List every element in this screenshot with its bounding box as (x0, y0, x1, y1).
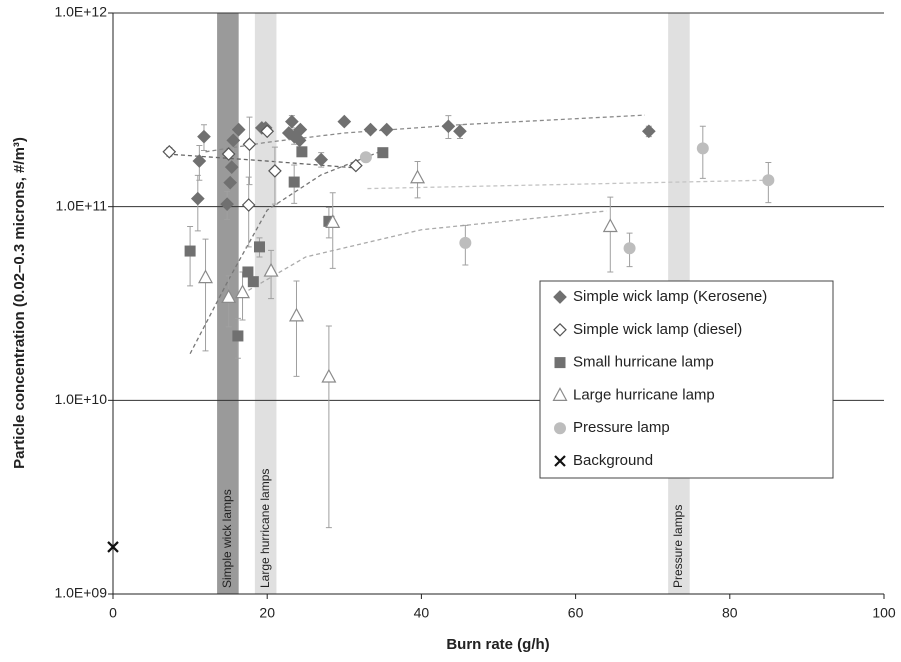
point (268, 164, 282, 178)
point (260, 124, 275, 139)
point (221, 289, 237, 304)
point (359, 151, 372, 164)
point (223, 175, 238, 190)
y-axis-label: Particle concentration (0.02–0.3 microns… (11, 137, 28, 469)
point (379, 122, 394, 137)
x-tick-label: 20 (259, 605, 275, 621)
point (762, 174, 775, 187)
point (296, 146, 308, 158)
point (198, 269, 214, 284)
point (232, 330, 244, 342)
point (231, 122, 246, 137)
point (321, 368, 337, 383)
trendline (367, 179, 769, 190)
point (459, 236, 472, 249)
legend-marker (553, 322, 567, 337)
point (247, 276, 259, 288)
error-bar (329, 192, 336, 269)
legend-label: Small hurricane lamp (573, 354, 714, 371)
point (162, 144, 177, 159)
point (242, 137, 257, 152)
point (377, 147, 389, 159)
point (623, 242, 636, 255)
y-tick-label: 1.0E+09 (54, 585, 107, 601)
point (192, 154, 207, 168)
point (288, 176, 300, 188)
point (410, 169, 426, 184)
x-axis-label: Burn rate (g/h) (446, 636, 549, 653)
point (285, 114, 299, 129)
x-tick-label: 60 (568, 605, 584, 621)
x-tick-label: 0 (109, 605, 117, 621)
legend-marker (553, 290, 567, 304)
trendline (166, 153, 360, 169)
trendline (189, 149, 384, 355)
point (314, 152, 329, 167)
point (221, 147, 236, 161)
point (325, 214, 341, 228)
legend-label: Large hurricane lamp (573, 386, 715, 403)
legend-marker (552, 387, 568, 401)
point (293, 122, 308, 137)
point (363, 122, 378, 137)
point (288, 307, 305, 322)
legend-marker (554, 357, 566, 369)
legend-label: Pressure lamp (573, 419, 670, 436)
legend-box (539, 280, 834, 479)
point (184, 245, 196, 257)
error-bar (607, 196, 614, 273)
point (696, 142, 709, 155)
point (337, 114, 352, 129)
y-tick-label: 1.0E+12 (54, 4, 107, 20)
point (253, 241, 265, 253)
legend-marker (554, 455, 566, 467)
point (235, 284, 251, 299)
error-bar (325, 325, 332, 529)
legend: Simple wick lamp (Kerosene) Simple wick l… (539, 280, 834, 479)
error-bar (202, 238, 209, 352)
band-label: Large hurricane lamps (258, 469, 272, 588)
trendline (205, 114, 646, 153)
point (241, 198, 256, 212)
point (107, 541, 119, 553)
x-tick-label: 40 (414, 605, 430, 621)
x-tick-label: 100 (872, 605, 896, 621)
x-tick-label: 80 (722, 605, 738, 621)
y-tick-label: 1.0E+10 (54, 391, 107, 407)
point (441, 119, 456, 134)
point (263, 262, 279, 277)
point (226, 133, 241, 148)
point (190, 191, 205, 206)
point (224, 160, 239, 174)
band-label: Simple wick lamps (220, 489, 234, 588)
point (197, 129, 211, 144)
legend-label: Simple wick lamp (Kerosene) (573, 288, 767, 305)
point (242, 266, 254, 278)
legend-marker (554, 422, 566, 435)
error-bar (293, 280, 300, 377)
point (349, 158, 363, 173)
legend-label: Background (573, 452, 653, 469)
error-bar (245, 176, 252, 248)
y-tick-label: 1.0E+11 (55, 197, 107, 213)
band-label: Pressure lamps (671, 505, 685, 588)
band (254, 13, 277, 594)
point (641, 124, 656, 139)
point (602, 218, 618, 233)
point (453, 124, 467, 139)
point (220, 197, 234, 212)
legend-label: Simple wick lamp (diesel) (573, 321, 742, 338)
